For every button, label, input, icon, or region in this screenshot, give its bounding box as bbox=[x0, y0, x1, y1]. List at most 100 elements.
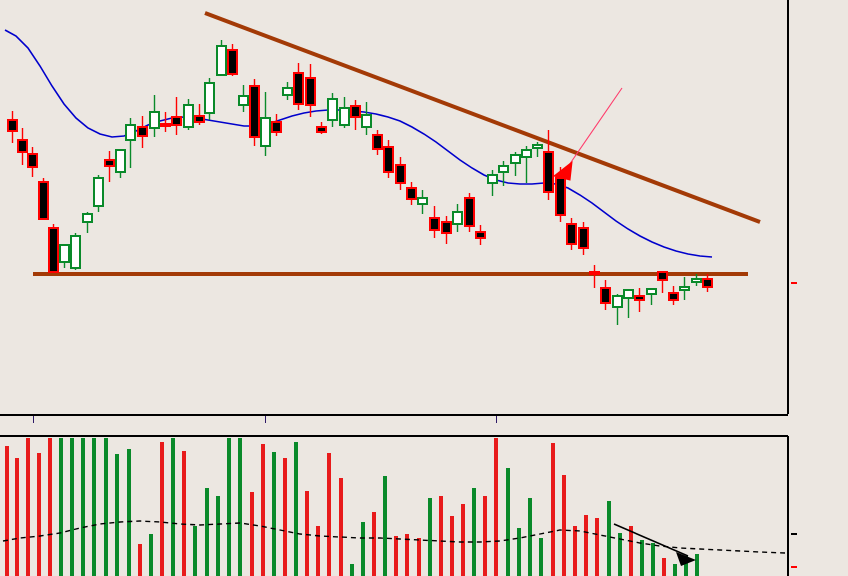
candlestick[interactable] bbox=[372, 130, 383, 155]
candlestick[interactable] bbox=[417, 190, 428, 214]
volume-chart-pane[interactable] bbox=[0, 438, 788, 576]
volume-bar[interactable] bbox=[81, 438, 85, 576]
candlestick[interactable] bbox=[498, 161, 509, 186]
volume-bar[interactable] bbox=[695, 554, 699, 576]
downtrend-resistance-line[interactable] bbox=[204, 11, 761, 224]
price-chart-canvas[interactable] bbox=[0, 0, 788, 414]
candlestick[interactable] bbox=[38, 178, 49, 220]
volume-value-tag[interactable] bbox=[791, 566, 797, 568]
volume-bar[interactable] bbox=[684, 556, 688, 576]
volume-bar[interactable] bbox=[261, 444, 265, 576]
volume-bar[interactable] bbox=[472, 488, 476, 576]
candlestick[interactable] bbox=[149, 95, 160, 137]
volume-bar[interactable] bbox=[238, 438, 242, 576]
volume-bar[interactable] bbox=[283, 458, 287, 576]
volume-bar[interactable] bbox=[618, 533, 622, 576]
volume-bar[interactable] bbox=[372, 512, 376, 576]
candlestick[interactable] bbox=[361, 102, 372, 135]
price-chart-pane[interactable] bbox=[0, 0, 788, 414]
candlestick[interactable] bbox=[305, 64, 316, 117]
candlestick[interactable] bbox=[634, 288, 645, 312]
candlestick[interactable] bbox=[510, 152, 521, 176]
candlestick[interactable] bbox=[27, 147, 38, 177]
volume-bar[interactable] bbox=[417, 538, 421, 576]
price-tag-last[interactable] bbox=[791, 282, 797, 284]
candlestick[interactable] bbox=[104, 151, 115, 182]
volume-bar[interactable] bbox=[383, 476, 387, 576]
volume-bar[interactable] bbox=[361, 522, 365, 576]
volume-bar[interactable] bbox=[461, 504, 465, 576]
volume-bar[interactable] bbox=[216, 496, 220, 576]
candlestick[interactable] bbox=[137, 116, 148, 148]
volume-bar[interactable] bbox=[595, 518, 599, 576]
volume-bar[interactable] bbox=[539, 538, 543, 576]
volume-bar[interactable] bbox=[439, 496, 443, 576]
candlestick[interactable] bbox=[452, 204, 463, 232]
candlestick[interactable] bbox=[260, 92, 271, 156]
volume-bar[interactable] bbox=[149, 534, 153, 576]
volume-bar[interactable] bbox=[272, 452, 276, 576]
volume-bar[interactable] bbox=[629, 526, 633, 576]
candlestick[interactable] bbox=[249, 79, 260, 146]
volume-bar[interactable] bbox=[584, 515, 588, 576]
candlestick[interactable] bbox=[93, 175, 104, 212]
candlestick[interactable] bbox=[17, 128, 28, 165]
volume-bar[interactable] bbox=[662, 558, 666, 576]
candlestick[interactable] bbox=[691, 274, 702, 286]
candlestick[interactable] bbox=[115, 149, 126, 178]
volume-bar[interactable] bbox=[5, 446, 9, 576]
candlestick[interactable] bbox=[194, 104, 205, 125]
volume-bar[interactable] bbox=[70, 438, 74, 576]
volume-bar[interactable] bbox=[651, 543, 655, 576]
candlestick[interactable] bbox=[227, 44, 238, 76]
volume-bar[interactable] bbox=[171, 438, 175, 576]
candlestick[interactable] bbox=[82, 212, 93, 233]
volume-bar[interactable] bbox=[517, 528, 521, 576]
volume-bar[interactable] bbox=[339, 478, 343, 576]
volume-bar[interactable] bbox=[227, 438, 231, 576]
candlestick[interactable] bbox=[543, 130, 554, 200]
candlestick[interactable] bbox=[327, 93, 338, 127]
volume-chart-canvas[interactable] bbox=[0, 438, 788, 576]
candlestick[interactable] bbox=[566, 218, 577, 250]
volume-bar[interactable] bbox=[26, 438, 30, 576]
candlestick[interactable] bbox=[271, 114, 282, 136]
volume-bar[interactable] bbox=[607, 501, 611, 576]
volume-bar[interactable] bbox=[193, 526, 197, 576]
volume-bar[interactable] bbox=[483, 496, 487, 576]
candlestick[interactable] bbox=[600, 280, 611, 310]
candlestick[interactable] bbox=[623, 289, 634, 318]
volume-bar[interactable] bbox=[640, 540, 644, 576]
volume-bar[interactable] bbox=[48, 438, 52, 576]
candlestick[interactable] bbox=[406, 182, 417, 205]
volume-bar[interactable] bbox=[305, 491, 309, 576]
volume-bar[interactable] bbox=[104, 438, 108, 576]
volume-bar[interactable] bbox=[494, 438, 498, 576]
candlestick[interactable] bbox=[383, 140, 394, 178]
candlestick[interactable] bbox=[429, 206, 440, 238]
candlestick[interactable] bbox=[171, 97, 182, 135]
candlestick[interactable] bbox=[125, 118, 136, 168]
candlestick[interactable] bbox=[702, 274, 713, 292]
volume-bar[interactable] bbox=[506, 468, 510, 576]
candlestick[interactable] bbox=[204, 78, 215, 120]
candlestick[interactable] bbox=[679, 277, 690, 300]
volume-bar[interactable] bbox=[294, 442, 298, 576]
volume-bar[interactable] bbox=[405, 534, 409, 576]
candlestick[interactable] bbox=[395, 157, 406, 190]
candlestick[interactable] bbox=[183, 99, 194, 130]
volume-bar[interactable] bbox=[92, 438, 96, 576]
volume-bar[interactable] bbox=[551, 443, 555, 576]
candlestick[interactable] bbox=[646, 288, 657, 305]
volume-bar[interactable] bbox=[15, 458, 19, 576]
candlestick[interactable] bbox=[464, 193, 475, 232]
volume-bar[interactable] bbox=[562, 475, 566, 576]
candlestick[interactable] bbox=[339, 97, 350, 128]
volume-ma-tag[interactable] bbox=[791, 533, 797, 535]
volume-bar[interactable] bbox=[37, 453, 41, 576]
candlestick[interactable] bbox=[282, 82, 293, 100]
candlestick[interactable] bbox=[521, 146, 532, 183]
candlestick[interactable] bbox=[350, 100, 361, 130]
candlestick[interactable] bbox=[70, 233, 81, 270]
candlestick[interactable] bbox=[441, 216, 452, 244]
